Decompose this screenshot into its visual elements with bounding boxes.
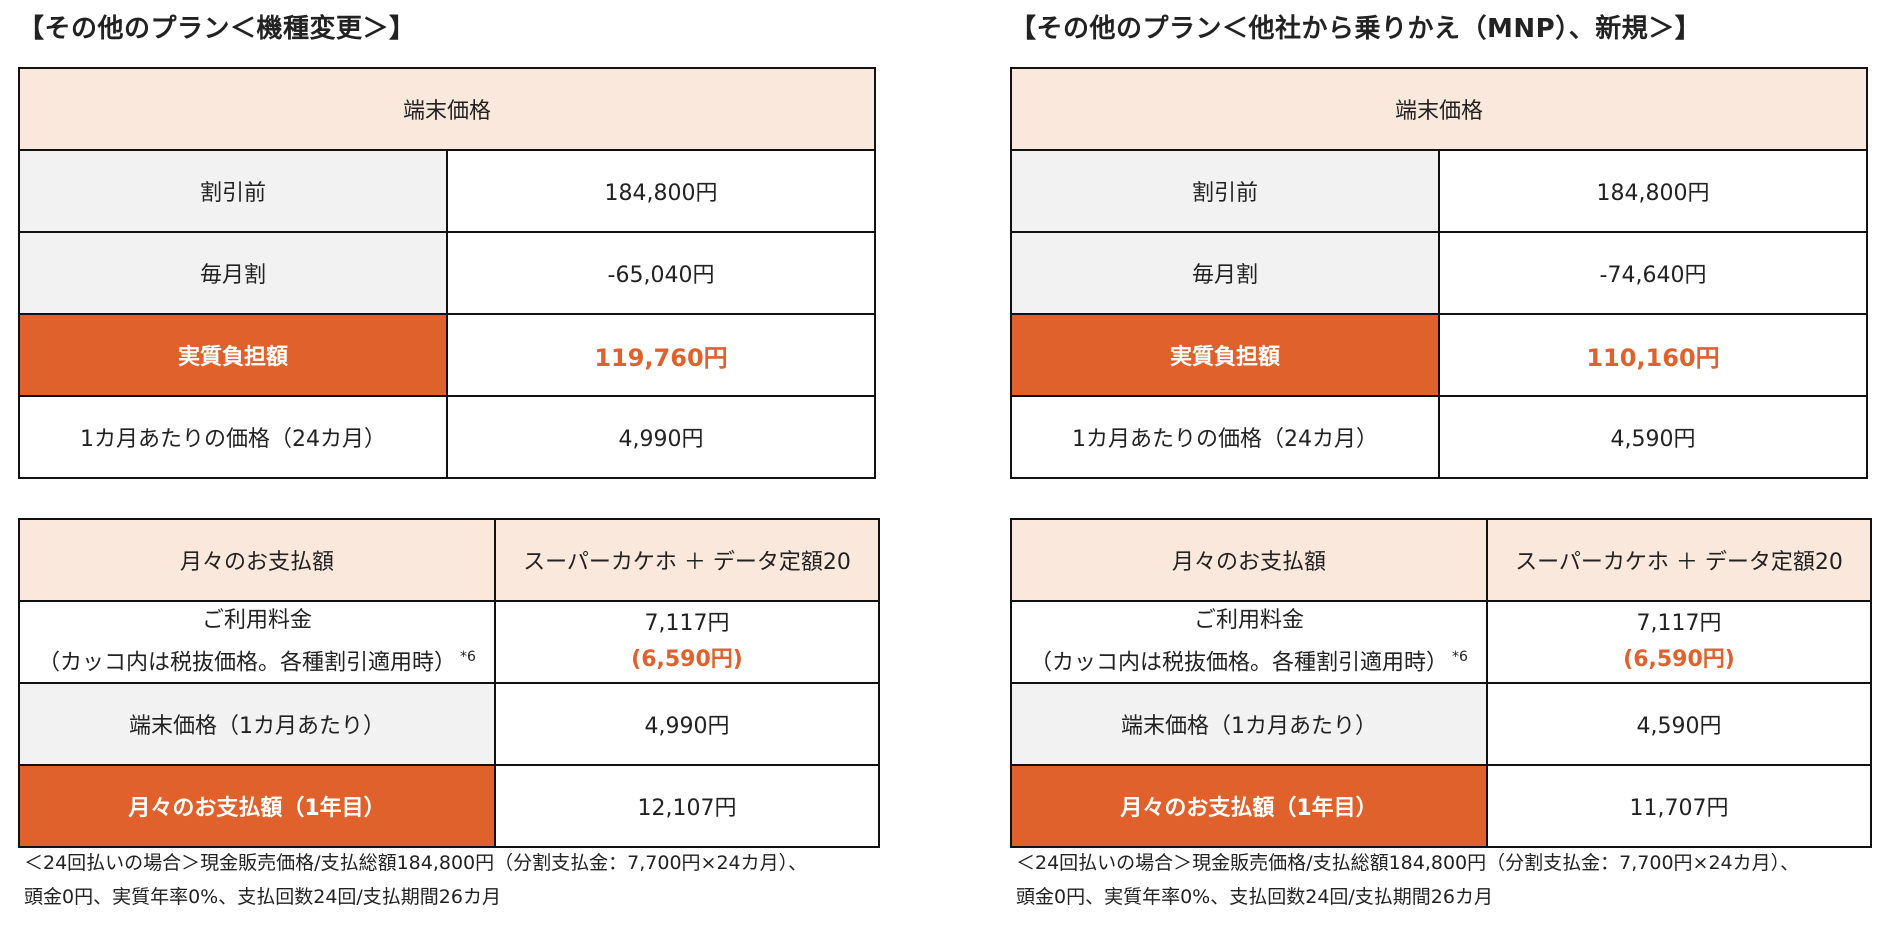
total-monthly-value: 12,107円	[494, 764, 880, 848]
device-monthly-value: 4,990円	[494, 682, 880, 766]
row-value-per-month: 4,590円	[1438, 395, 1868, 479]
row-value-effective-cost: 119,760円	[446, 313, 876, 397]
usage-fee-amount-ex-tax: (6,590円)	[631, 647, 743, 672]
panel-title: 【その他のプラン＜機種変更＞】	[18, 14, 416, 44]
installment-note-line1: ＜24回払いの場合＞現金販売価格/支払総額184,800円（分割支払金：7,70…	[1016, 852, 1800, 874]
installment-note-line1: ＜24回払いの場合＞現金販売価格/支払総額184,800円（分割支払金：7,70…	[24, 852, 808, 874]
usage-fee-value: 7,117円 (6,590円)	[494, 600, 880, 684]
device-price-table: 端末価格 割引前 184,800円 毎月割 -65,040円 実質負担額 119…	[18, 67, 876, 479]
row-label-per-month: 1カ月あたりの価格（24カ月）	[1010, 395, 1440, 479]
footnote-marker: *6	[460, 648, 476, 665]
usage-fee-label-line1: ご利用料金	[201, 607, 312, 633]
usage-fee-label-note: （カッコ内は税抜価格。各種割引適用時）	[38, 650, 457, 676]
plan-panel-model-change: 【その他のプラン＜機種変更＞】 端末価格 割引前 184,800円 毎月割 -6…	[18, 0, 880, 936]
installment-note: ＜24回払いの場合＞現金販売価格/支払総額184,800円（分割支払金：7,70…	[1016, 846, 1799, 914]
usage-fee-amount: 7,117円	[644, 611, 730, 636]
row-label-monthly-discount: 毎月割	[18, 231, 448, 315]
total-monthly-value: 11,707円	[1486, 764, 1872, 848]
monthly-payment-table: 月々のお支払額 スーパーカケホ ＋ データ定額20 ご利用料金 （カッコ内は税抜…	[1010, 518, 1872, 848]
usage-fee-amount-ex-tax: (6,590円)	[1623, 647, 1735, 672]
device-price-header: 端末価格	[1010, 67, 1868, 151]
usage-fee-label-line2: （カッコ内は税抜価格。各種割引適用時） *6	[1013, 639, 1485, 681]
device-monthly-label: 端末価格（1カ月あたり）	[1010, 682, 1488, 766]
row-label-effective-cost: 実質負担額	[18, 313, 448, 397]
row-value-per-month: 4,990円	[446, 395, 876, 479]
device-price-header: 端末価格	[18, 67, 876, 151]
row-value-before-discount: 184,800円	[1438, 149, 1868, 233]
usage-fee-label: ご利用料金 （カッコ内は税抜価格。各種割引適用時） *6	[18, 600, 496, 684]
installment-note-line2: 頭金0円、実質年率0%、支払回数24回/支払期間26カ月	[24, 886, 501, 908]
usage-fee-value: 7,117円 (6,590円)	[1486, 600, 1872, 684]
monthly-payment-table: 月々のお支払額 スーパーカケホ ＋ データ定額20 ご利用料金 （カッコ内は税抜…	[18, 518, 880, 848]
monthly-header-label: 月々のお支払額	[1010, 518, 1488, 602]
row-label-monthly-discount: 毎月割	[1010, 231, 1440, 315]
total-monthly-label: 月々のお支払額（1年目）	[18, 764, 496, 848]
panel-title: 【その他のプラン＜他社から乗りかえ（MNP）、新規＞】	[1010, 14, 1702, 44]
footnote-marker: *6	[1452, 648, 1468, 665]
row-value-before-discount: 184,800円	[446, 149, 876, 233]
usage-fee-label-line1: ご利用料金	[1193, 607, 1304, 633]
total-monthly-label: 月々のお支払額（1年目）	[1010, 764, 1488, 848]
device-monthly-value: 4,590円	[1486, 682, 1872, 766]
usage-fee-label: ご利用料金 （カッコ内は税抜価格。各種割引適用時） *6	[1010, 600, 1488, 684]
device-monthly-label: 端末価格（1カ月あたり）	[18, 682, 496, 766]
installment-note: ＜24回払いの場合＞現金販売価格/支払総額184,800円（分割支払金：7,70…	[24, 846, 807, 914]
installment-note-line2: 頭金0円、実質年率0%、支払回数24回/支払期間26カ月	[1016, 886, 1493, 908]
usage-fee-label-line2: （カッコ内は税抜価格。各種割引適用時） *6	[21, 639, 493, 681]
row-label-effective-cost: 実質負担額	[1010, 313, 1440, 397]
usage-fee-amount: 7,117円	[1636, 611, 1722, 636]
plan-panel-mnp-new: 【その他のプラン＜他社から乗りかえ（MNP）、新規＞】 端末価格 割引前 184…	[1010, 0, 1872, 936]
monthly-header-label: 月々のお支払額	[18, 518, 496, 602]
row-label-per-month: 1カ月あたりの価格（24カ月）	[18, 395, 448, 479]
row-value-monthly-discount: -65,040円	[446, 231, 876, 315]
row-label-before-discount: 割引前	[18, 149, 448, 233]
device-price-table: 端末価格 割引前 184,800円 毎月割 -74,640円 実質負担額 110…	[1010, 67, 1868, 479]
row-value-effective-cost: 110,160円	[1438, 313, 1868, 397]
monthly-header-plan: スーパーカケホ ＋ データ定額20	[1486, 518, 1872, 602]
usage-fee-label-note: （カッコ内は税抜価格。各種割引適用時）	[1030, 650, 1449, 676]
row-label-before-discount: 割引前	[1010, 149, 1440, 233]
monthly-header-plan: スーパーカケホ ＋ データ定額20	[494, 518, 880, 602]
row-value-monthly-discount: -74,640円	[1438, 231, 1868, 315]
